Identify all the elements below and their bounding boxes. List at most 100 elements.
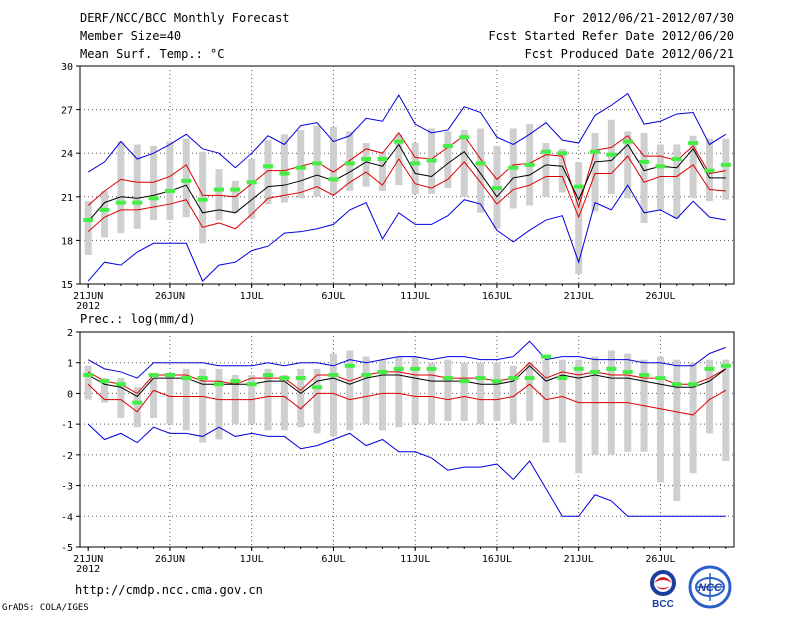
ensemble-bar <box>101 378 109 403</box>
y-tick-label: -3 <box>61 482 73 493</box>
ensemble-bar <box>215 169 223 221</box>
series-line-min <box>87 423 726 517</box>
ensemble-bar <box>411 356 419 425</box>
ensemble-bar <box>624 131 632 199</box>
ensemble-bar <box>117 378 125 418</box>
ncc-logo-text: NCC <box>698 582 723 594</box>
ensemble-bar <box>133 144 141 229</box>
series-line-q3 <box>87 132 726 209</box>
observed-mark <box>442 143 453 148</box>
observed-mark <box>426 158 437 163</box>
ensemble-bar <box>297 368 305 428</box>
observed-mark <box>622 369 633 374</box>
source-url[interactable]: http://cmdp.ncc.cma.gov.cn <box>75 583 263 597</box>
observed-mark <box>164 188 175 193</box>
ensemble-bar <box>117 141 125 234</box>
x-tick-label: 1JUL <box>240 554 264 565</box>
observed-mark <box>459 379 470 384</box>
observed-mark <box>590 149 601 154</box>
ensemble-bar <box>166 141 174 221</box>
observed-mark <box>606 152 617 157</box>
ncc-logo: NCC <box>688 565 732 609</box>
ensemble-bar <box>477 128 485 213</box>
observed-mark <box>328 177 339 182</box>
observed-mark <box>361 373 372 377</box>
observed-mark <box>312 161 323 166</box>
member-size: Member Size=40 <box>80 29 182 43</box>
ensemble-bar <box>460 362 468 422</box>
observed-mark <box>246 382 257 387</box>
observed-mark <box>639 159 650 164</box>
observed-mark <box>83 218 94 223</box>
ensemble-bar <box>656 144 664 210</box>
x-tick-label: 26JUL <box>645 554 675 565</box>
observed-mark <box>115 200 126 205</box>
x-tick-label: 16JUL <box>482 291 512 302</box>
ensemble-bar <box>558 148 566 193</box>
x-tick-label: 11JUL <box>400 554 430 565</box>
observed-mark <box>279 171 290 176</box>
ensemble-bar <box>460 129 468 197</box>
y-tick-label: -1 <box>61 420 73 431</box>
ensemble-bar <box>607 119 615 194</box>
ensemble-bar <box>182 368 190 431</box>
x-tick-label: 26JUL <box>645 291 675 302</box>
ensemble-bar <box>575 359 583 474</box>
observed-mark <box>148 373 159 377</box>
observed-mark <box>639 373 650 377</box>
x-tick-label: 21JUL <box>564 291 594 302</box>
ensemble-bar <box>378 151 386 191</box>
x-tick-label: 26JUN <box>155 291 185 302</box>
observed-mark <box>573 184 584 189</box>
ensemble-bar <box>444 131 452 189</box>
observed-mark <box>279 376 290 381</box>
ensemble-bar <box>640 132 648 223</box>
ensemble-bar <box>591 132 599 212</box>
observed-mark <box>181 376 192 381</box>
ensemble-bar <box>150 378 158 418</box>
observed-mark <box>83 373 94 377</box>
observed-mark <box>263 373 274 377</box>
observed-mark <box>557 376 568 381</box>
observed-mark <box>475 161 486 166</box>
observed-mark <box>213 187 224 192</box>
observed-mark <box>540 149 551 154</box>
observed-mark <box>410 161 421 166</box>
ensemble-bar <box>722 359 730 461</box>
observed-mark <box>295 165 306 170</box>
observed-mark <box>508 376 519 381</box>
ensemble-bar <box>705 359 713 434</box>
ensemble-bar <box>329 127 337 194</box>
ensemble-bar <box>297 129 305 199</box>
y-tick-label: 1 <box>67 359 73 370</box>
x-year-label: 2012 <box>76 301 100 312</box>
series-line-min <box>87 184 726 282</box>
ensemble-bar <box>199 368 207 443</box>
x-tick-label: 26JUN <box>155 554 185 565</box>
ensemble-bar <box>280 375 288 431</box>
observed-mark <box>491 379 502 384</box>
observed-mark <box>148 196 159 201</box>
ensemble-bar <box>395 356 403 428</box>
plot-frame <box>79 331 735 548</box>
observed-mark <box>590 369 601 374</box>
series-line-max <box>87 92 727 173</box>
observed-mark <box>115 382 126 387</box>
ensemble-bar <box>84 201 92 255</box>
ensemble-bar <box>378 359 386 431</box>
observed-mark <box>557 151 568 156</box>
grads-credit: GrADS: COLA/IGES <box>2 603 89 613</box>
ensemble-bar <box>199 151 207 244</box>
y-tick-label: 24 <box>61 149 73 160</box>
ensemble-bar <box>673 144 681 219</box>
observed-mark <box>622 139 633 144</box>
forecast-period: For 2012/06/21-2012/07/30 <box>553 11 734 25</box>
ensemble-bar <box>280 134 288 203</box>
bcc-logo-text: BCC <box>652 599 674 610</box>
ensemble-bar <box>329 353 337 437</box>
ensemble-bar <box>542 143 550 197</box>
observed-mark <box>393 366 404 371</box>
ensemble-bar <box>509 365 517 425</box>
observed-mark <box>688 141 699 146</box>
